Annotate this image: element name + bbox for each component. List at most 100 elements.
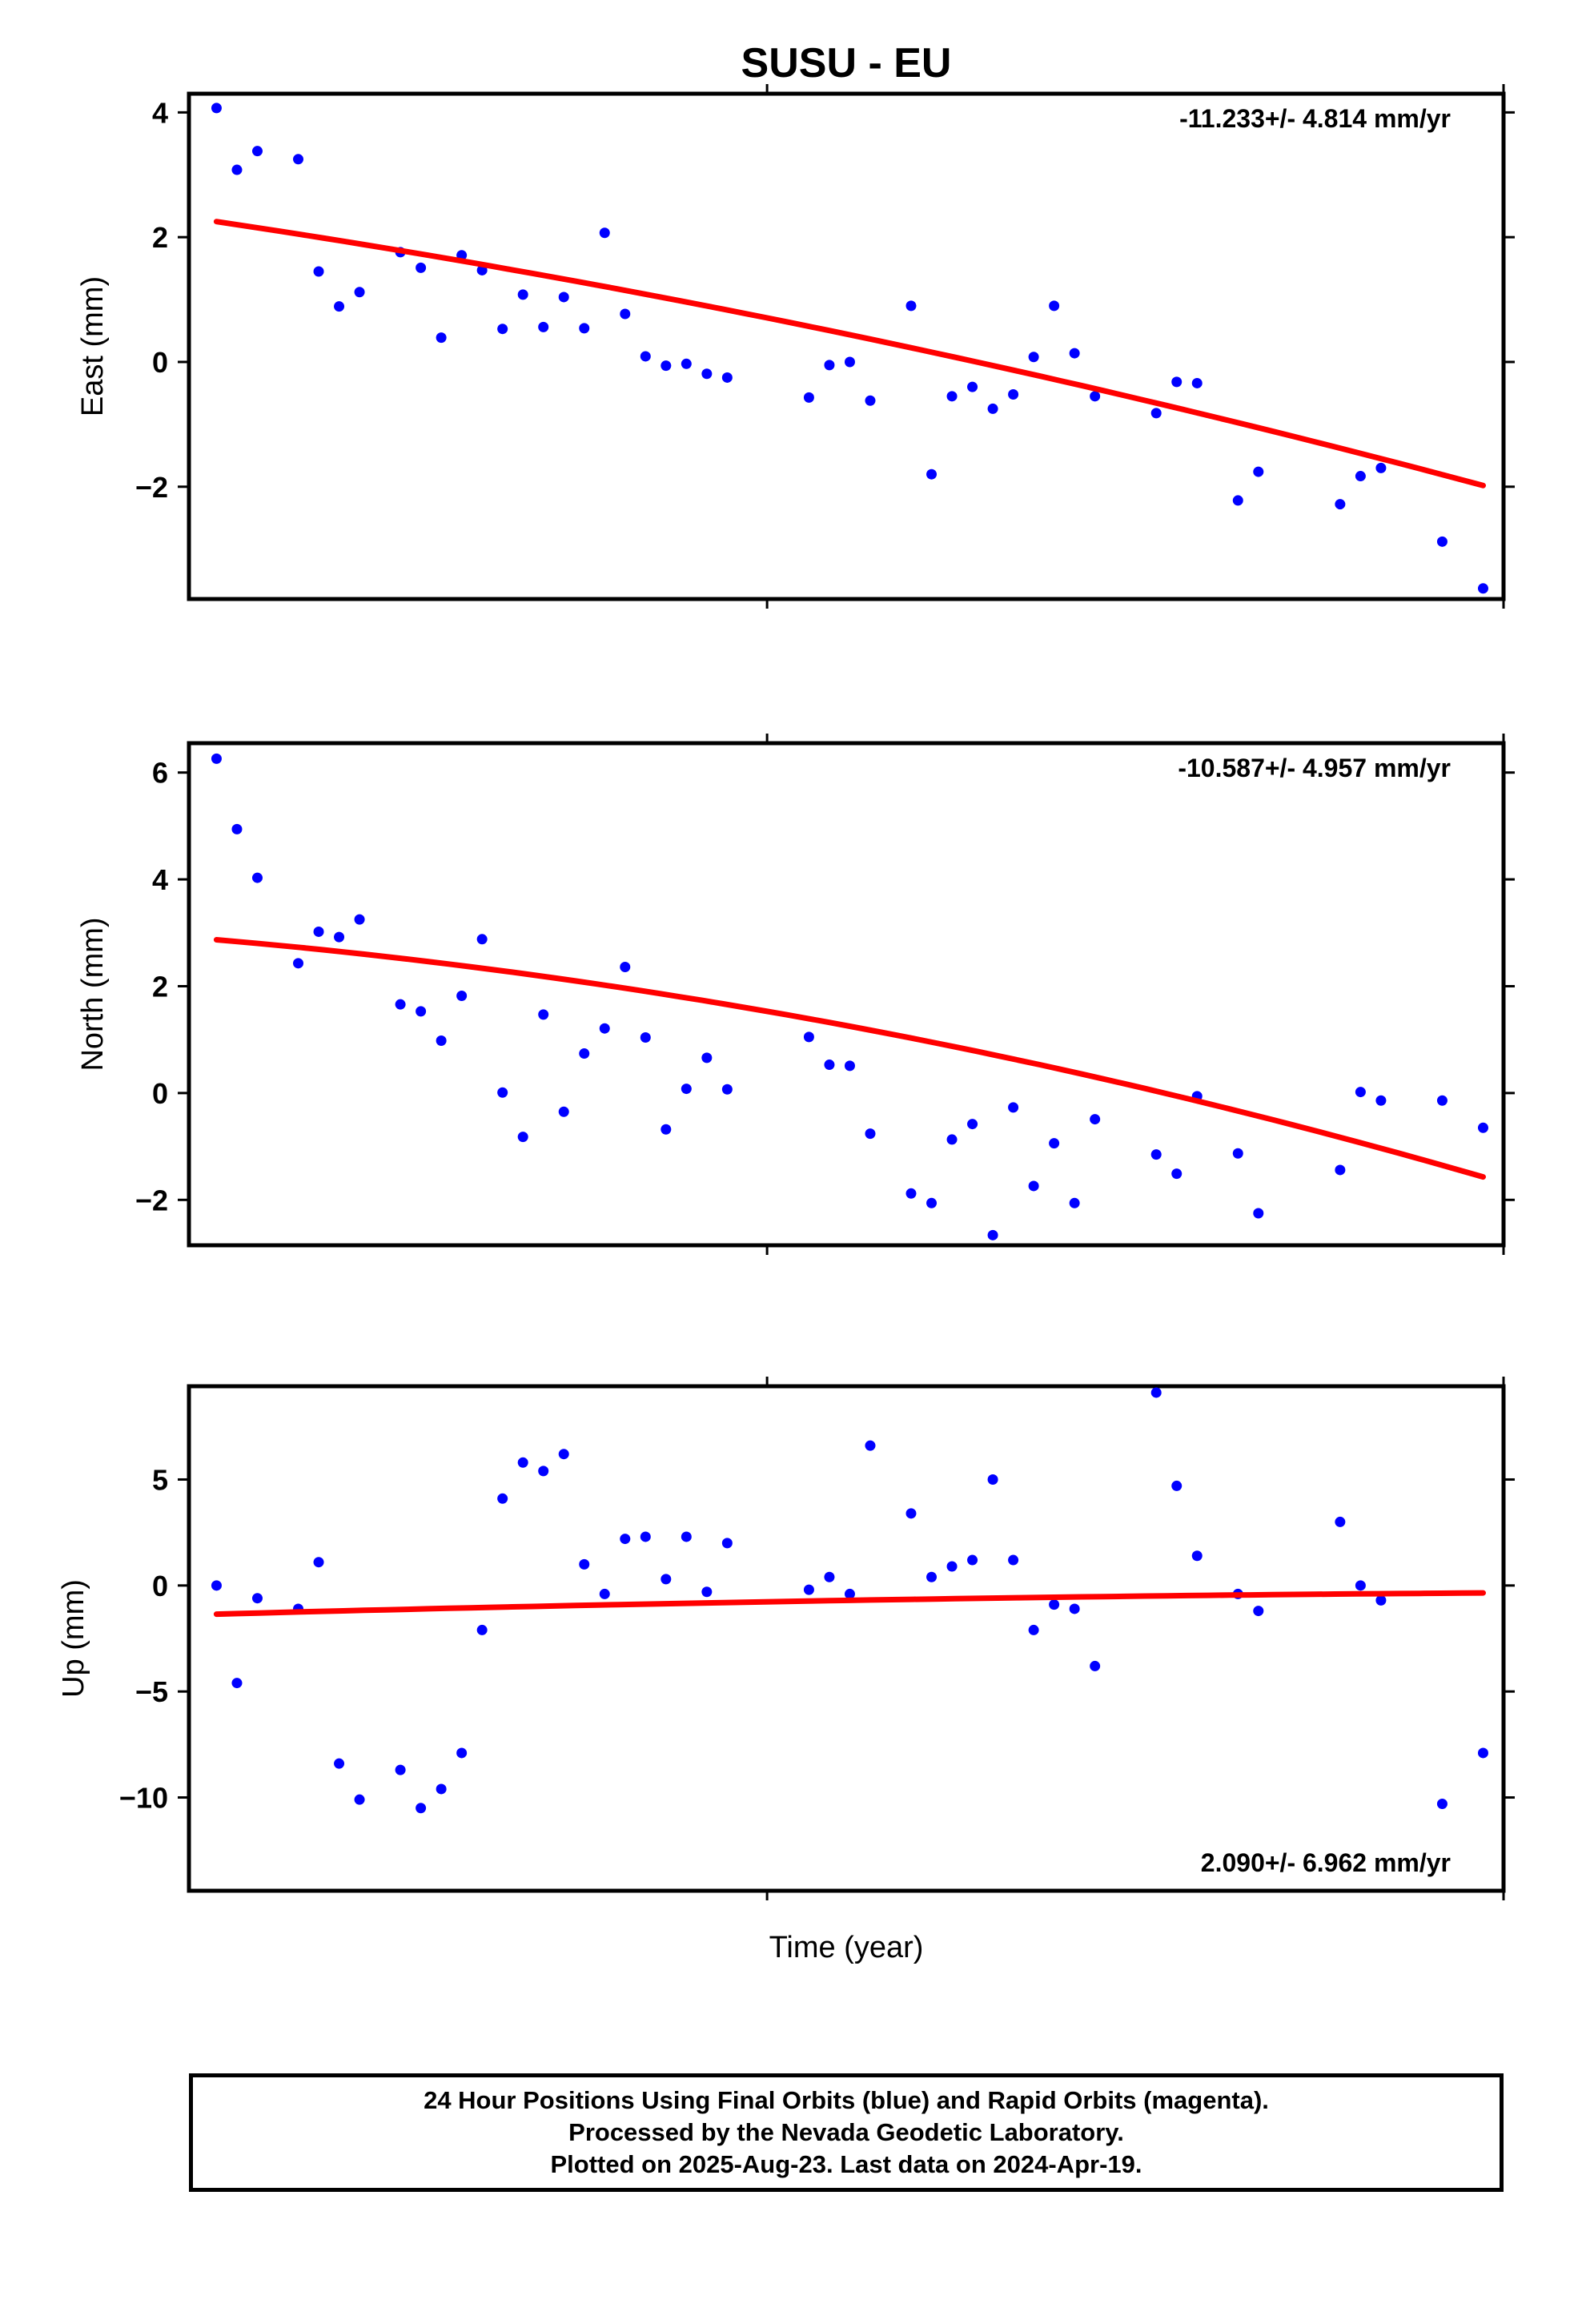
up-data-point: [1355, 1580, 1366, 1591]
north-data-point: [905, 1188, 917, 1199]
up-data-point: [865, 1440, 876, 1451]
east-data-point: [721, 372, 733, 383]
east-data-point: [1090, 391, 1101, 402]
east-data-point: [1436, 536, 1447, 547]
east-data-point: [967, 381, 978, 392]
north-data-point: [231, 823, 243, 834]
north-y-axis-label: North (mm): [76, 917, 110, 1071]
north-data-point: [1150, 1149, 1162, 1160]
footer-line-1: 24 Hour Positions Using Final Orbits (bl…: [424, 2086, 1269, 2114]
east-data-point: [701, 368, 713, 380]
up-data-point: [824, 1571, 835, 1582]
east-data-point: [579, 323, 590, 334]
east-frame: [187, 91, 1506, 601]
up-data-point: [1090, 1660, 1101, 1671]
east-data-point: [334, 301, 345, 312]
up-data-point: [721, 1538, 733, 1549]
east-data-point: [416, 262, 427, 273]
east-data-point: [1355, 471, 1366, 482]
up-data-point: [1008, 1554, 1019, 1566]
north-data-point: [395, 999, 406, 1010]
east-data-point: [1335, 499, 1346, 510]
east-data-point: [251, 146, 263, 157]
up-data-point: [1028, 1624, 1039, 1635]
east-ytick-label: 0: [152, 346, 168, 379]
north-data-point: [436, 1035, 447, 1047]
east-data-point: [1232, 495, 1243, 506]
north-data-point: [865, 1128, 876, 1140]
up-frame: [187, 1384, 1506, 1893]
north-data-point: [803, 1031, 814, 1043]
east-data-point: [824, 360, 835, 371]
up-data-point: [416, 1803, 427, 1814]
east-data-point: [1375, 462, 1387, 473]
up-data-point: [620, 1534, 631, 1545]
north-data-point: [313, 926, 324, 937]
north-data-point: [517, 1132, 528, 1143]
up-y-axis-label: Up (mm): [57, 1579, 90, 1698]
east-data-point: [1477, 583, 1488, 594]
east-data-point: [620, 308, 631, 320]
up-data-point: [476, 1624, 488, 1635]
north-data-point: [1436, 1095, 1447, 1106]
north-data-point: [1232, 1148, 1243, 1159]
east-data-point: [1008, 388, 1019, 400]
north-data-point: [640, 1032, 651, 1043]
up-data-point: [681, 1531, 692, 1542]
north-data-point: [1171, 1168, 1182, 1180]
north-data-point: [681, 1084, 692, 1095]
east-data-point: [313, 266, 324, 277]
up-data-point: [1049, 1599, 1060, 1610]
up-data-point: [661, 1574, 672, 1585]
north-data-point: [251, 872, 263, 883]
north-data-point: [1477, 1122, 1488, 1133]
up-data-point: [599, 1588, 610, 1599]
up-data-point: [538, 1466, 549, 1477]
north-data-point: [579, 1048, 590, 1059]
up-data-point: [313, 1557, 324, 1568]
east-ytick-label: 2: [152, 221, 168, 254]
east-data-point: [1253, 466, 1264, 477]
north-data-point: [701, 1052, 713, 1063]
up-fit-line: [213, 1590, 1486, 1618]
east-data-point: [1171, 376, 1182, 388]
east-data-point: [865, 395, 876, 406]
up-data-point: [1375, 1594, 1387, 1606]
footer-line-3: Plotted on 2025-Aug-23. Last data on 202…: [550, 2150, 1142, 2178]
east-data-point: [1069, 348, 1080, 359]
north-data-point: [1253, 1208, 1264, 1219]
east-data-point: [436, 332, 447, 344]
up-ytick-label: 5: [152, 1463, 168, 1496]
east-rate-label: -11.233+/- 4.814 mm/yr: [1179, 104, 1451, 133]
north-data-point: [1069, 1197, 1080, 1208]
north-data-point: [334, 931, 345, 943]
north-data-point: [416, 1006, 427, 1017]
north-data-point: [661, 1124, 672, 1135]
north-rate-label: -10.587+/- 4.957 mm/yr: [1178, 754, 1451, 782]
north-data-point: [946, 1134, 958, 1145]
north-data-point: [456, 991, 468, 1002]
up-ytick-label: −5: [135, 1675, 168, 1708]
north-data-point: [721, 1084, 733, 1095]
east-data-point: [987, 403, 998, 414]
east-data-point: [293, 154, 304, 165]
north-data-point: [538, 1009, 549, 1020]
east-data-point: [1150, 408, 1162, 419]
up-data-point: [1150, 1387, 1162, 1398]
up-data-point: [844, 1588, 855, 1599]
east-data-point: [599, 227, 610, 239]
north-data-point: [354, 914, 365, 925]
north-data-point: [293, 958, 304, 969]
up-data-point: [1477, 1747, 1488, 1759]
north-ytick-label: 2: [152, 970, 168, 1003]
north-data-point: [926, 1197, 938, 1208]
east-data-point: [231, 164, 243, 175]
east-ytick-label: 4: [152, 96, 168, 129]
north-data-point: [497, 1087, 508, 1098]
north-data-point: [1335, 1164, 1346, 1176]
up-data-point: [517, 1457, 528, 1468]
east-data-point: [926, 468, 938, 480]
north-data-point: [824, 1059, 835, 1071]
up-data-point: [987, 1474, 998, 1485]
